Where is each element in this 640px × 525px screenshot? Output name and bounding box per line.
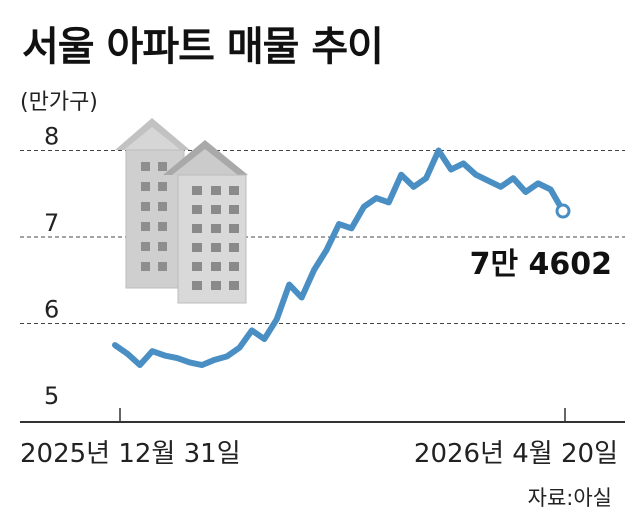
apartment-building-icon: [115, 118, 248, 304]
source-label: 자료:아실: [527, 486, 612, 510]
grid-lines: [20, 150, 625, 324]
unit-label: (만가구): [20, 90, 98, 115]
chart-title: 서울 아파트 매물 추이: [22, 24, 384, 70]
series-line: [112, 147, 566, 369]
end-value-label: 7만 4602: [470, 247, 612, 282]
y-tick-label: 6: [44, 296, 59, 324]
y-tick-labels: 5 6 7 8: [44, 123, 59, 411]
end-point-marker: [555, 203, 571, 219]
y-tick-label: 8: [44, 123, 59, 151]
y-tick-label: 5: [44, 382, 59, 410]
x-start-label: 2025년 12월 31일: [20, 439, 241, 469]
end-marker: [555, 203, 571, 219]
y-tick-label: 7: [44, 209, 59, 237]
x-end-label: 2026년 4월 20일: [414, 439, 618, 469]
series-polyline: [112, 147, 566, 369]
